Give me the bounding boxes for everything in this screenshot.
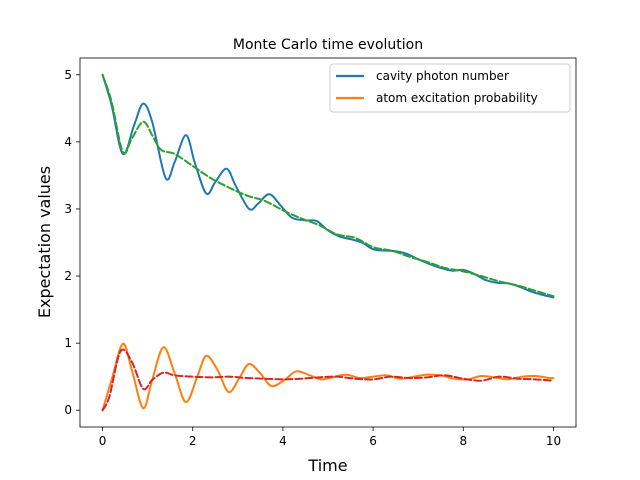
y-axis-label: Expectation values [35,166,54,318]
y-tick-label: 1 [64,336,72,350]
excitation-probability-dashed-line [101,348,555,412]
atom-excitation-probability-line [101,342,555,412]
x-tick-label: 8 [459,434,467,448]
series-layer [101,73,555,412]
photon-number-dashed-line [101,73,555,298]
y-tick-label: 3 [64,202,72,216]
x-axis-ticks: 0 2 4 6 8 10 [99,427,561,448]
y-tick-label: 2 [64,269,72,283]
legend-label-cavity-photon-number: cavity photon number [376,69,509,83]
plot-frame [79,57,577,428]
chart-title: Monte Carlo time evolution [233,37,423,53]
y-tick-label: 5 [64,68,72,82]
x-tick-label: 4 [279,434,287,448]
legend-box [329,63,571,113]
legend-label-atom-excitation-probability: atom excitation probability [376,91,538,105]
x-tick-label: 2 [189,434,197,448]
x-tick-label: 0 [99,434,107,448]
x-axis-label: Time [307,456,347,475]
legend: cavity photon number atom excitation pro… [329,63,571,113]
x-tick-label: 10 [546,434,561,448]
y-tick-label: 0 [64,403,72,417]
y-tick-label: 4 [64,135,72,149]
y-axis-ticks: 0 1 2 3 4 5 [64,68,80,417]
x-tick-label: 6 [369,434,377,448]
